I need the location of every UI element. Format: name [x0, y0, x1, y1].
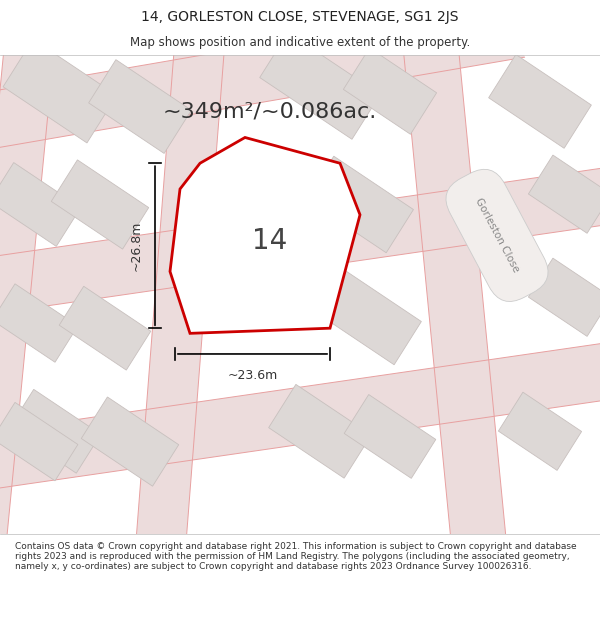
Polygon shape — [0, 284, 78, 362]
Polygon shape — [499, 392, 581, 471]
Polygon shape — [269, 384, 371, 478]
Polygon shape — [170, 138, 360, 333]
Polygon shape — [319, 271, 421, 365]
Polygon shape — [135, 38, 225, 557]
Text: ~26.8m: ~26.8m — [130, 221, 143, 271]
Polygon shape — [0, 162, 81, 246]
Polygon shape — [0, 341, 600, 490]
Text: 14, GORLESTON CLOSE, STEVENAGE, SG1 2JS: 14, GORLESTON CLOSE, STEVENAGE, SG1 2JS — [141, 9, 459, 24]
Polygon shape — [0, 166, 600, 315]
Text: 14: 14 — [253, 227, 287, 254]
Polygon shape — [9, 389, 101, 473]
Polygon shape — [529, 155, 600, 233]
Polygon shape — [0, 37, 55, 558]
Text: ~23.6m: ~23.6m — [227, 369, 278, 382]
Polygon shape — [488, 54, 592, 148]
Polygon shape — [529, 258, 600, 336]
Polygon shape — [0, 1, 524, 150]
Polygon shape — [343, 48, 437, 134]
Text: Gorleston Close: Gorleston Close — [473, 196, 521, 274]
Text: Map shows position and indicative extent of the property.: Map shows position and indicative extent… — [130, 36, 470, 49]
Polygon shape — [59, 286, 151, 370]
Polygon shape — [51, 160, 149, 249]
Text: ~349m²/~0.086ac.: ~349m²/~0.086ac. — [163, 102, 377, 122]
Polygon shape — [307, 156, 413, 252]
Polygon shape — [344, 394, 436, 478]
Polygon shape — [0, 402, 78, 481]
Polygon shape — [3, 39, 117, 143]
Polygon shape — [403, 37, 508, 558]
Polygon shape — [260, 32, 380, 139]
Polygon shape — [81, 397, 179, 486]
Polygon shape — [89, 59, 191, 153]
Text: Contains OS data © Crown copyright and database right 2021. This information is : Contains OS data © Crown copyright and d… — [15, 542, 577, 571]
